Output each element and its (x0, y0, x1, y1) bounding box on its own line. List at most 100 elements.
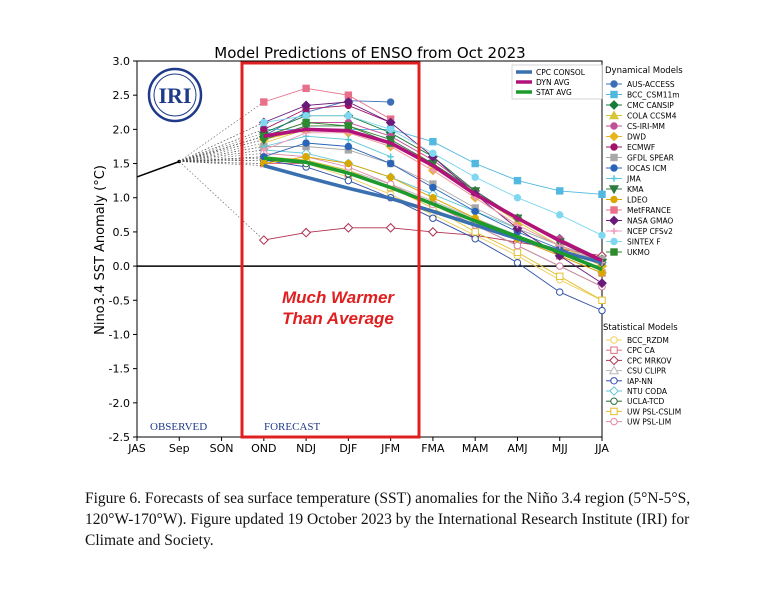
y-axis-label: Nino3.4 SST Anomaly (°C) (93, 165, 108, 335)
model-point (429, 167, 437, 174)
y-tick-label: -0.5 (109, 294, 130, 307)
statistical-legend-heading: Statistical Models (603, 323, 678, 333)
model-point (471, 159, 479, 168)
statistical-legend-label: UW PSL-LIM (627, 418, 671, 427)
x-tick-label: FMA (421, 442, 445, 455)
model-point (556, 272, 564, 281)
model-point (302, 84, 310, 93)
statistical-legend-label: UW PSL-CSLIM (627, 407, 681, 416)
model-point (260, 98, 268, 106)
dynamical-legend-label: GFDL SPEAR (627, 154, 674, 163)
dynamical-legend-marker (608, 185, 620, 195)
model-point (302, 111, 310, 120)
model-connector (179, 142, 264, 162)
iri-logo: IRI (147, 67, 203, 123)
y-tick-label: 0.5 (113, 226, 131, 239)
x-tick-label: MJJ (552, 442, 568, 455)
model-point (598, 231, 606, 240)
x-tick-label: Sep (169, 442, 190, 455)
dynamical-legend-label: BCC_CSM11m (627, 91, 680, 100)
model-connector (179, 135, 264, 162)
x-tick-label: NDJ (296, 442, 316, 455)
model-point (429, 214, 437, 222)
statistical-legend-marker (610, 407, 618, 416)
model-point (260, 146, 268, 154)
model-point (301, 227, 311, 238)
dynamical-legend-marker (610, 237, 618, 246)
model-connector (179, 129, 264, 162)
y-tick-label: -2.0 (109, 397, 130, 410)
dynamical-legend-marker (610, 164, 618, 172)
dynamical-legend-marker (610, 122, 618, 130)
dynamical-legend-label: SINTEX F (627, 238, 661, 247)
x-tick-label: JJA (594, 442, 609, 455)
model-connector (179, 135, 264, 162)
x-tick-label: JFM (380, 442, 400, 455)
model-point (598, 296, 606, 304)
model-point (344, 159, 353, 168)
model-connector (179, 132, 264, 162)
dynamical-legend-marker (610, 248, 618, 256)
model-point (513, 176, 522, 185)
dynamical-legend-marker (609, 100, 619, 110)
dynamical-legend-marker (610, 206, 618, 214)
average-line-dyn-avg (263, 127, 603, 263)
model-point (386, 173, 395, 181)
dynamical-legend-marker (609, 215, 619, 226)
model-point (471, 173, 479, 181)
average-connector (179, 135, 264, 162)
model-point (386, 98, 395, 106)
statistical-legend-marker (610, 417, 618, 426)
average-legend-label: CPC CONSOL (536, 68, 586, 77)
y-tick-label: 1.0 (113, 192, 131, 205)
y-tick-label: 2.0 (113, 123, 131, 136)
model-point (512, 223, 523, 234)
model-point (429, 137, 437, 146)
statistical-legend-label: BCC_RZDM (627, 336, 669, 345)
dynamical-legend-marker (610, 227, 618, 235)
forecast-highlight-box (240, 61, 421, 439)
model-point (428, 227, 438, 237)
model-point (345, 136, 352, 143)
dynamical-legend-label: KMA (627, 185, 644, 194)
x-tick-label: MAM (462, 442, 489, 455)
model-point (556, 288, 564, 296)
dynamical-legend-label: LDEO (627, 196, 648, 205)
chart-title: Model Predictions of ENSO from Oct 2023 (214, 44, 525, 62)
dynamical-legend-label: NCEP CFSv2 (627, 227, 673, 236)
statistical-legend-label: CSU CLIPR (627, 367, 666, 376)
model-point (556, 262, 564, 270)
dynamical-legend-label: CS-IRI-MM (627, 122, 665, 131)
model-point (344, 122, 353, 130)
model-point (471, 235, 479, 243)
average-connector (179, 161, 264, 166)
model-point (344, 111, 353, 120)
y-tick-label: 1.5 (113, 158, 131, 171)
model-point (301, 100, 311, 111)
model-point (556, 211, 564, 219)
y-tick-label: -1.5 (109, 363, 130, 376)
x-tick-label: AMJ (507, 442, 527, 455)
statistical-legend-label: NTU CODA (627, 387, 668, 396)
model-point (344, 176, 353, 185)
model-point (513, 248, 522, 257)
statistical-legend-marker (609, 355, 619, 366)
average-legend-label: DYN AVG (536, 78, 570, 87)
dynamical-legend-marker (610, 153, 618, 162)
dynamical-legend-label: CMC CANSIP (627, 101, 674, 110)
dynamical-legend-marker (610, 195, 618, 204)
statistical-legend-marker (610, 397, 618, 405)
statistical-legend-marker (610, 336, 618, 344)
model-point (386, 159, 395, 168)
average-connector (179, 157, 264, 162)
model-point (429, 149, 437, 157)
model-connector (179, 161, 265, 241)
dynamical-legend-marker (610, 143, 618, 151)
dynamical-legend-label: DWD (627, 133, 646, 142)
model-connector (179, 146, 264, 162)
x-tick-label: SON (210, 442, 234, 455)
dynamical-legend-marker (610, 90, 618, 99)
dynamical-legend-heading: Dynamical Models (605, 66, 683, 76)
model-point (598, 269, 606, 277)
model-point (302, 118, 310, 127)
